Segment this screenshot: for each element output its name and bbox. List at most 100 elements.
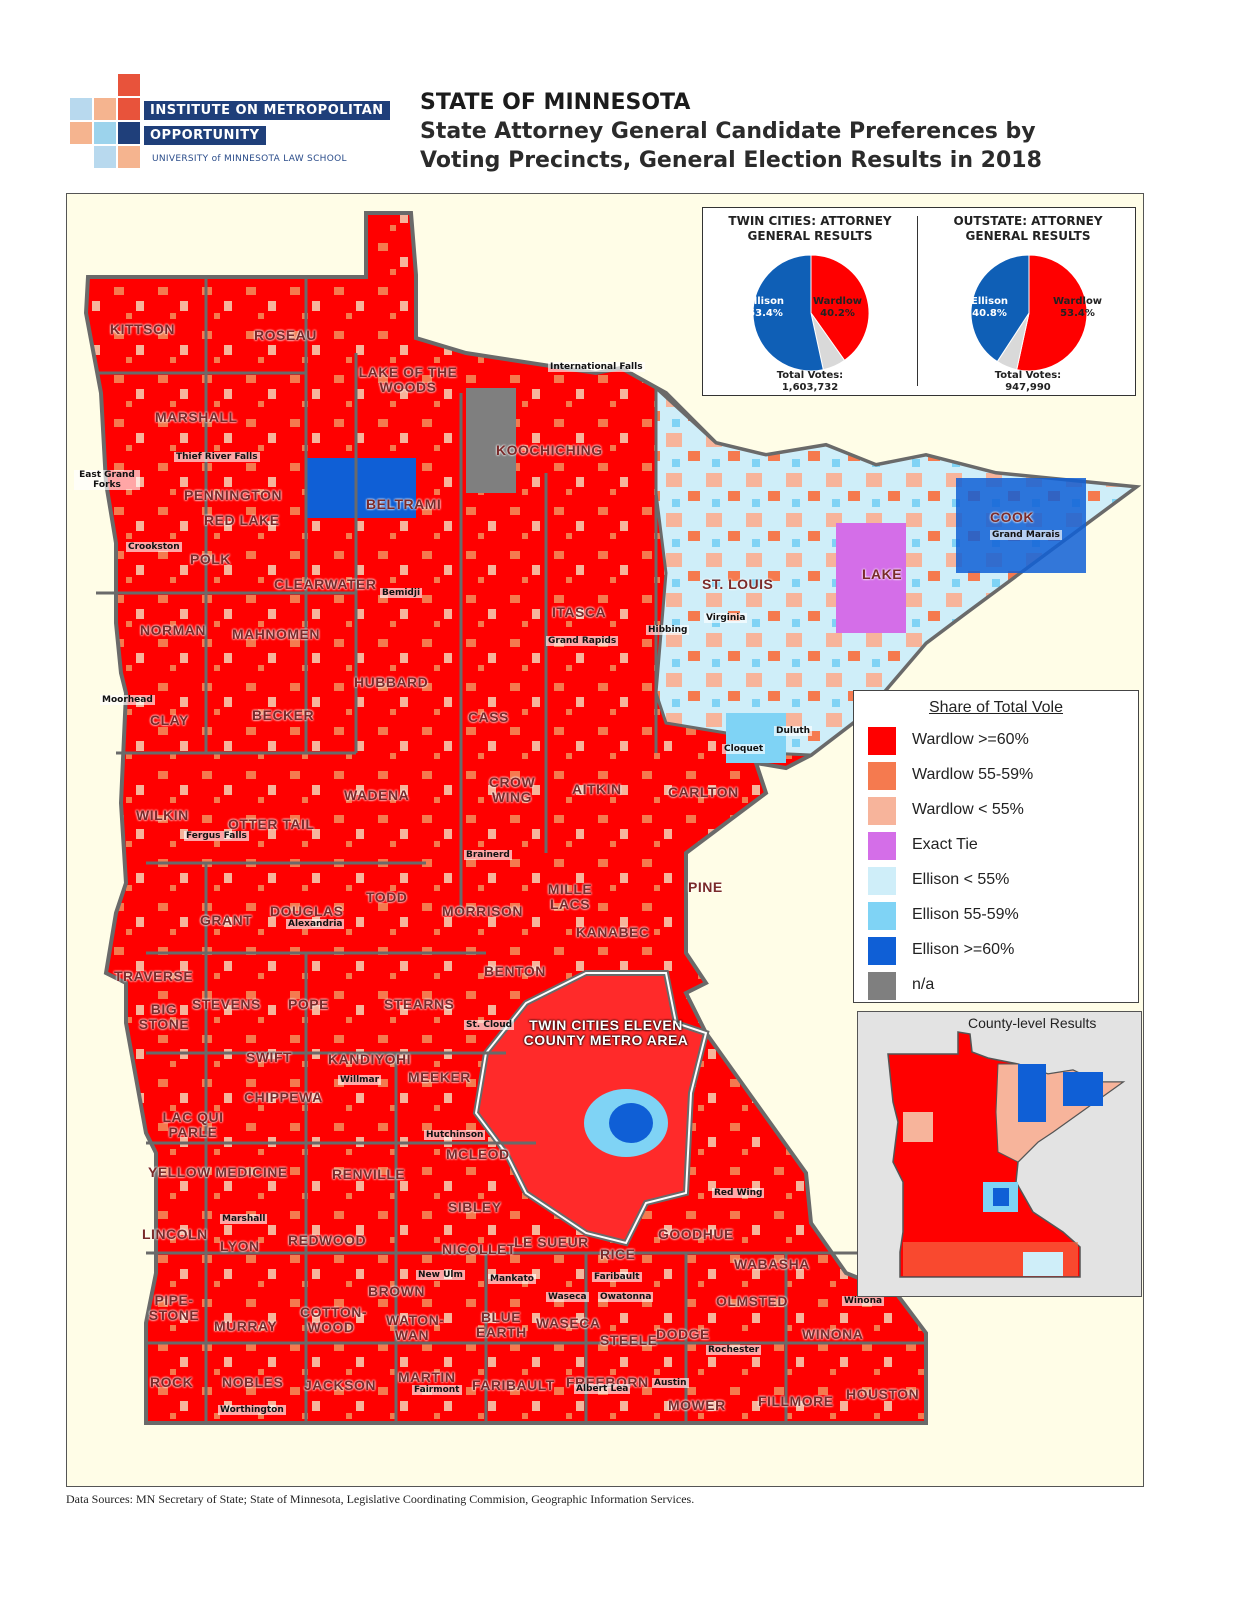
county-label-rock: ROCK bbox=[150, 1374, 194, 1390]
county-label-cass: CASS bbox=[468, 709, 509, 725]
page-title: STATE OF MINNESOTA State Attorney Genera… bbox=[420, 88, 1042, 175]
legend-label: Ellison < 55% bbox=[912, 871, 1010, 888]
county-label-morrison: MORRISON bbox=[442, 903, 523, 919]
legend-title: Share of Total Vole bbox=[928, 699, 1064, 716]
county-label-benton: BENTON bbox=[484, 963, 546, 979]
pie-outstate-ellison-pct: 40.8% bbox=[972, 308, 1007, 319]
legend-swatch bbox=[868, 937, 896, 965]
city-label-faribault: Faribault bbox=[592, 1272, 642, 1282]
county-label-faribault: FARIBAULT bbox=[472, 1377, 555, 1393]
county-label-lake-of-the-woods: LAKE OF THE WOODS bbox=[358, 364, 458, 395]
city-label-rochester: Rochester bbox=[706, 1345, 762, 1355]
pie-outstate-wardlow-pct: 53.4% bbox=[1060, 308, 1095, 319]
pie-title-outstate-line2: GENERAL RESULTS bbox=[965, 229, 1091, 243]
city-label-east-grand-forks: East Grand Forks bbox=[74, 470, 140, 490]
inset-cook-ellison bbox=[1063, 1072, 1103, 1106]
koochiching-na-block bbox=[466, 388, 516, 493]
duluth-ellison-block bbox=[726, 713, 786, 763]
legend-swatch bbox=[868, 762, 896, 790]
city-label-duluth: Duluth bbox=[774, 726, 813, 736]
city-label-bemidji: Bemidji bbox=[380, 588, 423, 598]
county-label-steele: STEELE bbox=[600, 1332, 658, 1348]
pie-charts-panel: TWIN CITIES: ATTORNEY GENERAL RESULTS OU… bbox=[702, 207, 1136, 396]
county-label-norman: NORMAN bbox=[140, 622, 206, 638]
pie-twin-cities-total-label: Total Votes: bbox=[776, 370, 844, 381]
pie-slice-ellison bbox=[970, 254, 1030, 363]
legend-swatch bbox=[868, 832, 896, 860]
pie-twin-cities-wardlow-name: Wardlow bbox=[813, 296, 863, 307]
county-label-houston: HOUSTON bbox=[846, 1386, 920, 1402]
inset-wardlow-lt55 bbox=[903, 1112, 933, 1142]
pie-slice-wardlow bbox=[810, 254, 870, 362]
county-label-koochiching: KOOCHICHING bbox=[496, 442, 603, 458]
county-label-blue-earth: BLUE EARTH bbox=[476, 1309, 527, 1340]
county-label-lincoln: LINCOLN bbox=[142, 1226, 208, 1242]
county-label-pipestone: PIPE-STONE bbox=[148, 1292, 200, 1323]
city-label-st-cloud: St. Cloud bbox=[464, 1020, 515, 1030]
pie-outstate-total-label: Total Votes: bbox=[994, 370, 1062, 381]
pie-outstate bbox=[970, 254, 1088, 372]
county-label-red-lake: RED LAKE bbox=[204, 512, 280, 528]
county-label-stevens: STEVENS bbox=[192, 996, 261, 1012]
county-level-inset: County-level Results bbox=[857, 1011, 1142, 1297]
city-label-brainerd: Brainerd bbox=[464, 850, 512, 860]
logo-square bbox=[70, 98, 92, 120]
legend-swatch bbox=[868, 902, 896, 930]
twin-cities-core-inner bbox=[609, 1103, 653, 1143]
lake-tie-block bbox=[836, 523, 906, 633]
metro-area-outline-inner bbox=[474, 972, 708, 1245]
pie-outstate-total: Total Votes: 947,990 bbox=[953, 370, 1103, 394]
city-label-hutchinson: Hutchinson bbox=[424, 1130, 486, 1140]
legend-label: Ellison >=60% bbox=[912, 941, 1015, 958]
city-label-thief-river-falls: Thief River Falls bbox=[174, 452, 260, 462]
pie-title-outstate-line1: OUTSTATE: ATTORNEY bbox=[953, 214, 1103, 228]
logo-square bbox=[94, 122, 116, 144]
county-label-winona: WINONA bbox=[802, 1326, 864, 1342]
county-label-pennington: PENNINGTON bbox=[184, 487, 283, 503]
county-label-mower: MOWER bbox=[668, 1397, 726, 1413]
county-label-waseca: WASECA bbox=[536, 1315, 601, 1331]
city-label-willmar: Willmar bbox=[338, 1075, 382, 1085]
legend-swatch bbox=[868, 727, 896, 755]
logo-square bbox=[118, 98, 140, 120]
county-label-kandiyohi: KANDIYOHI bbox=[328, 1051, 412, 1067]
city-label-winona: Winona bbox=[842, 1296, 885, 1306]
county-label-le-sueur: LE SUEUR bbox=[514, 1234, 589, 1250]
county-label-murray: MURRAY bbox=[214, 1318, 278, 1334]
county-label-st-louis: ST. LOUIS bbox=[702, 576, 774, 592]
county-label-redwood: REDWOOD bbox=[288, 1232, 367, 1248]
city-label-crookston: Crookston bbox=[126, 542, 182, 552]
city-label-new-ulm: New Ulm bbox=[416, 1270, 465, 1280]
inset-northeast bbox=[995, 1063, 1125, 1163]
county-label-clearwater: CLEARWATER bbox=[274, 576, 377, 592]
legend-label: Ellison 55-59% bbox=[912, 906, 1019, 923]
county-label-goodhue: GOODHUE bbox=[658, 1226, 734, 1242]
county-label-mahnomen: MAHNOMEN bbox=[232, 626, 320, 642]
county-label-olmsted: OLMSTED bbox=[716, 1293, 788, 1309]
county-label-crow-wing: CROW WING bbox=[488, 774, 536, 805]
county-label-sibley: SIBLEY bbox=[448, 1199, 502, 1215]
pie-outstate-ellison-label: Ellison 40.8% bbox=[971, 296, 1008, 320]
logo-square bbox=[118, 146, 140, 168]
county-label-metro: TWIN CITIES ELEVEN COUNTY METRO AREA bbox=[523, 1017, 689, 1048]
title-line3: Voting Precincts, General Election Resul… bbox=[420, 148, 1042, 173]
logo-square bbox=[70, 122, 92, 144]
pie-title-twin-cities-line2: GENERAL RESULTS bbox=[747, 229, 873, 243]
legend: Share of Total Vole Wardlow >=60% Wardlo… bbox=[853, 690, 1139, 1003]
county-label-roseau: ROSEAU bbox=[254, 327, 317, 343]
county-label-aitkin: AITKIN bbox=[572, 781, 622, 797]
city-label-virginia: Virginia bbox=[704, 613, 748, 623]
county-label-martin: MARTIN bbox=[398, 1369, 456, 1385]
county-label-clay: CLAY bbox=[150, 712, 189, 728]
pie-outstate-ellison-name: Ellison bbox=[971, 296, 1009, 307]
county-label-fillmore: FILLMORE bbox=[758, 1393, 834, 1409]
county-label-todd: TODD bbox=[366, 889, 408, 905]
city-label-grand-marais: Grand Marais bbox=[990, 530, 1062, 540]
logo-square bbox=[118, 122, 140, 144]
legend-label: Wardlow >=60% bbox=[912, 731, 1029, 748]
beltrami-ellison-block bbox=[306, 458, 416, 518]
inset-map bbox=[887, 1031, 1126, 1278]
city-label-grand-rapids: Grand Rapids bbox=[546, 636, 619, 646]
minnesota-map bbox=[83, 211, 1142, 1425]
county-label-wadena: WADENA bbox=[344, 787, 410, 803]
